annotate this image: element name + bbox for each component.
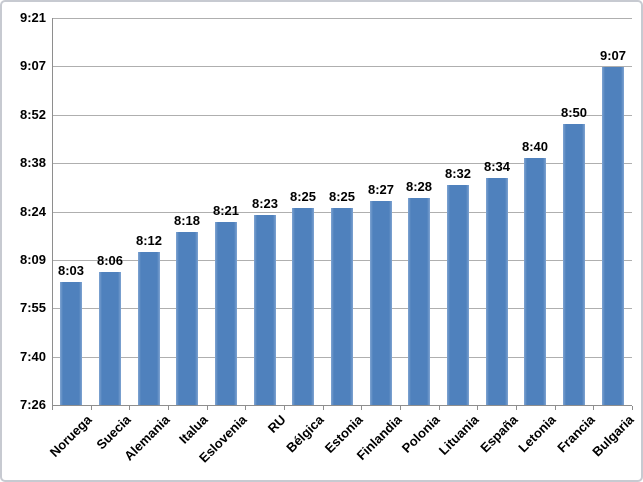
bar-value-label: 8:21 xyxy=(212,203,240,218)
x-axis-tick xyxy=(284,406,285,410)
x-axis-tick xyxy=(632,406,633,410)
bar xyxy=(215,222,237,405)
x-axis-tick xyxy=(245,406,247,410)
x-axis-tick xyxy=(206,406,208,410)
y-tick-label: 7:55 xyxy=(19,300,46,316)
bar-value-label: 8:18 xyxy=(173,213,201,228)
bar xyxy=(292,208,314,405)
y-tick-label: 8:38 xyxy=(19,155,46,171)
bar xyxy=(408,198,430,405)
x-axis-tick xyxy=(516,406,517,410)
x-axis-tick xyxy=(554,406,556,410)
x-axis-tick xyxy=(168,406,169,410)
x-axis-tick xyxy=(593,406,595,410)
y-gridline xyxy=(52,18,632,19)
x-axis-tick xyxy=(438,406,440,410)
y-gridline xyxy=(52,66,632,68)
x-axis-tick xyxy=(361,406,363,410)
bar xyxy=(447,185,469,405)
x-axis-tick xyxy=(322,406,324,410)
bar-value-label: 8:23 xyxy=(251,196,279,211)
bar-value-label: 8:27 xyxy=(367,182,395,197)
bar xyxy=(176,232,198,405)
bar-value-label: 8:34 xyxy=(483,159,511,174)
bar-value-label: 8:28 xyxy=(405,179,433,194)
bar xyxy=(254,215,276,405)
bar xyxy=(138,252,160,405)
bar-value-label: 8:06 xyxy=(96,253,124,268)
x-axis-line xyxy=(52,405,632,406)
bar-value-label: 8:25 xyxy=(328,189,356,204)
y-gridline xyxy=(52,114,632,116)
y-tick-label: 9:07 xyxy=(19,58,46,74)
x-axis-tick xyxy=(400,406,401,410)
y-tick-label: 8:52 xyxy=(19,106,46,122)
bar xyxy=(563,124,585,405)
y-tick-label: 7:26 xyxy=(19,397,46,412)
x-axis-tick xyxy=(52,406,53,410)
x-axis-tick xyxy=(477,406,479,410)
y-gridline xyxy=(52,163,632,165)
bar-value-label: 8:12 xyxy=(135,233,163,248)
bar-value-label: 8:03 xyxy=(57,263,85,278)
bar-value-label: 8:32 xyxy=(444,166,472,181)
bar xyxy=(524,158,546,405)
y-tick-label: 8:09 xyxy=(19,251,46,267)
x-axis-tick xyxy=(90,406,92,410)
bar xyxy=(331,208,353,405)
x-axis-tick xyxy=(129,406,131,410)
y-tick-label: 8:24 xyxy=(19,203,46,219)
y-tick-label: 7:40 xyxy=(19,348,46,364)
bar-value-label: 8:50 xyxy=(560,105,588,120)
bar xyxy=(60,282,82,405)
bar-value-label: 8:40 xyxy=(521,139,549,154)
y-axis-line xyxy=(52,18,53,406)
bar xyxy=(370,201,392,405)
bar xyxy=(486,178,508,405)
bar xyxy=(99,272,121,405)
y-tick-label: 9:21 xyxy=(19,10,46,25)
bar-value-label: 8:25 xyxy=(289,189,317,204)
bar xyxy=(602,67,624,405)
bar-value-label: 9:07 xyxy=(599,48,627,63)
